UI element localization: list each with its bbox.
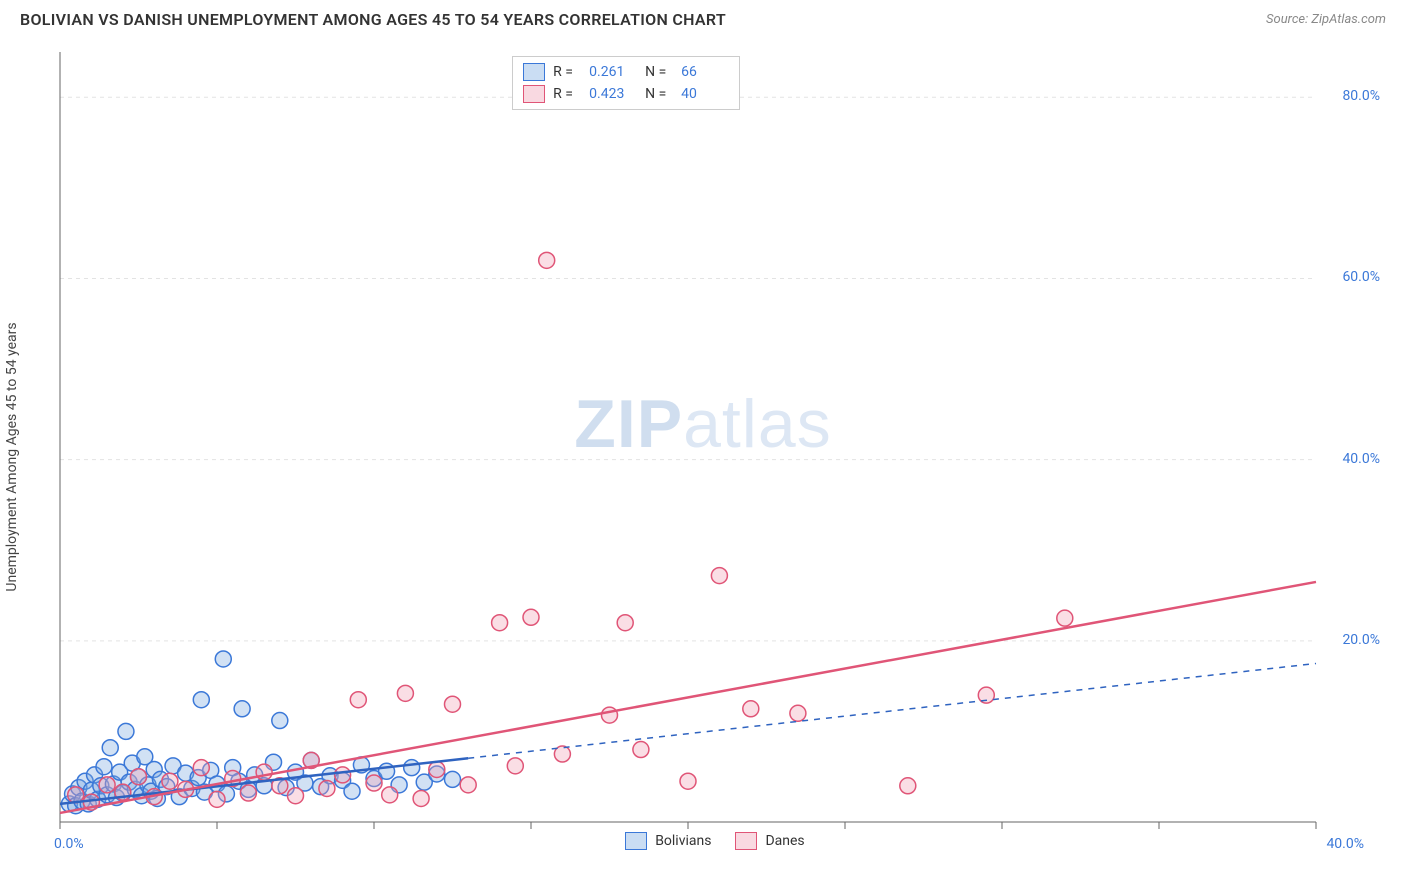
data-point	[382, 787, 398, 803]
data-point	[234, 701, 250, 717]
data-point	[193, 760, 209, 776]
series-legend: Bolivians Danes	[625, 832, 804, 850]
data-point	[131, 769, 147, 785]
data-point	[319, 780, 335, 796]
data-point	[256, 764, 272, 780]
data-point	[460, 777, 476, 793]
data-point	[209, 791, 225, 807]
y-tick-label: 20.0%	[1342, 632, 1380, 648]
chart-title: BOLIVIAN VS DANISH UNEMPLOYMENT AMONG AG…	[20, 10, 726, 29]
legend-swatch	[625, 832, 647, 850]
legend-swatch	[735, 832, 757, 850]
data-point	[539, 252, 555, 268]
data-point	[366, 775, 382, 791]
data-point	[680, 773, 696, 789]
data-point	[193, 692, 209, 708]
data-point	[413, 790, 429, 806]
data-point	[602, 707, 618, 723]
n-value: 40	[681, 86, 729, 102]
data-point	[335, 767, 351, 783]
legend-label: Danes	[765, 833, 804, 849]
y-tick-label: 60.0%	[1342, 269, 1380, 285]
data-point	[96, 759, 112, 775]
r-label: R =	[553, 64, 581, 80]
x-tick-label: 0.0%	[54, 836, 84, 852]
data-point	[492, 615, 508, 631]
data-point	[900, 778, 916, 794]
data-point	[288, 788, 304, 804]
legend-correlation-row: R = 0.423 N = 40	[523, 83, 729, 105]
r-label: R =	[553, 86, 581, 102]
data-point	[429, 761, 445, 777]
data-point	[99, 777, 115, 793]
data-point	[445, 771, 461, 787]
legend-correlation-row: R = 0.261 N = 66	[523, 61, 729, 83]
data-point	[397, 685, 413, 701]
legend-label: Bolivians	[655, 833, 711, 849]
data-point	[617, 615, 633, 631]
data-point	[118, 723, 134, 739]
r-value: 0.261	[589, 64, 637, 80]
trend-line-extension	[468, 663, 1316, 758]
y-tick-label: 40.0%	[1342, 451, 1380, 467]
y-axis-label: Unemployment Among Ages 45 to 54 years	[4, 322, 20, 591]
data-point	[350, 692, 366, 708]
legend-swatch	[523, 85, 545, 103]
source-label: Source: ZipAtlas.com	[1266, 12, 1386, 27]
y-tick-label: 80.0%	[1342, 88, 1380, 104]
data-point	[1057, 610, 1073, 626]
legend-swatch	[523, 63, 545, 81]
scatter-plot	[20, 42, 1386, 872]
legend-item: Danes	[735, 832, 804, 850]
data-point	[507, 758, 523, 774]
r-value: 0.423	[589, 86, 637, 102]
x-tick-label: 40.0%	[1326, 836, 1364, 852]
data-point	[633, 742, 649, 758]
data-point	[240, 785, 256, 801]
data-point	[711, 568, 727, 584]
n-label: N =	[645, 64, 673, 80]
data-point	[523, 609, 539, 625]
data-point	[404, 760, 420, 776]
data-point	[102, 740, 118, 756]
data-point	[445, 696, 461, 712]
data-point	[790, 705, 806, 721]
chart-area: Unemployment Among Ages 45 to 54 years Z…	[20, 42, 1386, 872]
n-value: 66	[681, 64, 729, 80]
data-point	[215, 651, 231, 667]
data-point	[743, 701, 759, 717]
data-point	[162, 773, 178, 789]
data-point	[272, 713, 288, 729]
data-point	[344, 783, 360, 799]
n-label: N =	[645, 86, 673, 102]
legend-item: Bolivians	[625, 832, 711, 850]
correlation-legend: R = 0.261 N = 66 R = 0.423 N = 40	[512, 56, 740, 110]
